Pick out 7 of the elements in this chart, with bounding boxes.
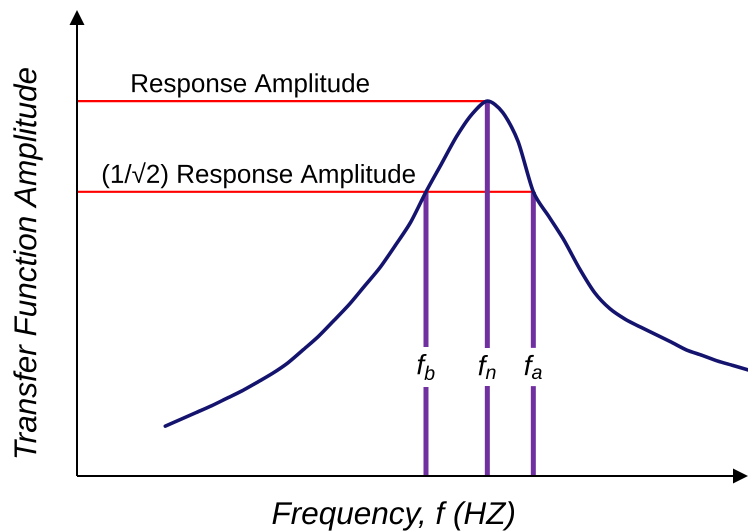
x-tick-label: f$_{b}$ bbox=[417, 354, 434, 380]
ref-line-label: Response Amplitude bbox=[132, 73, 369, 98]
x-tick-label: f$_{a}$ bbox=[524, 354, 542, 380]
x-axis-title: Frequency, f (HZ) bbox=[272, 501, 514, 531]
ref-line-label: (1/√2) Response Amplitude bbox=[102, 162, 415, 188]
y-axis-title: Transfer Function Amplitude bbox=[13, 68, 43, 458]
x-tick-label: f$_{n}$ bbox=[478, 355, 496, 380]
